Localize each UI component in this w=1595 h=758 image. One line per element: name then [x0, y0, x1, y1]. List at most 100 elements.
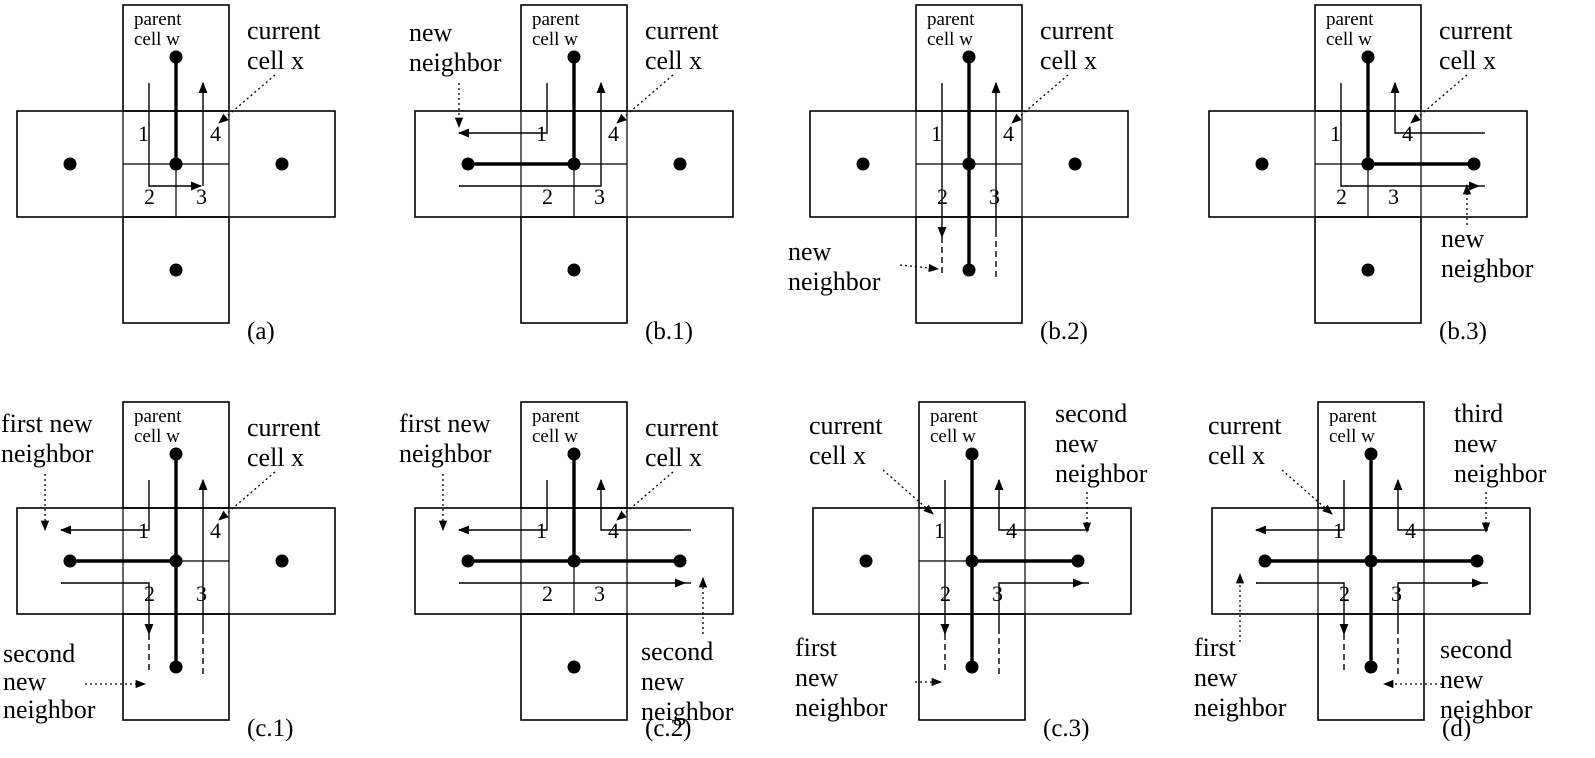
traversal-path	[1254, 480, 1345, 535]
parent-cell-label: cell w	[1329, 426, 1375, 447]
first-new-neighbor-label: neighbor	[1, 439, 94, 468]
quadrant-3-label: 3	[1388, 184, 1399, 209]
quadrant-2-label: 2	[542, 581, 553, 606]
panel-caption: (c.1)	[247, 715, 294, 742]
parent-cell-label: cell w	[134, 426, 180, 447]
quadrant-4-label: 4	[210, 121, 221, 146]
quadrant-2-label: 2	[940, 581, 951, 606]
second-new-neighbor-label: second	[641, 637, 713, 666]
second-new-neighbor-label: second	[3, 639, 75, 668]
current-cell-label: cell x	[645, 443, 702, 472]
parent-cell-dot	[169, 447, 183, 461]
parent-cell-label: parent	[134, 9, 182, 30]
left-cell-dot	[856, 157, 870, 171]
current-cell-leader	[1410, 74, 1468, 124]
quadrant-2-label: 2	[144, 184, 155, 209]
panel-caption: (d)	[1442, 715, 1471, 742]
left-cell-dot	[1255, 157, 1269, 171]
current-cell-label: cell x	[247, 46, 304, 75]
quadrant-4-label: 4	[210, 518, 221, 543]
bottom-cell-dot	[1361, 263, 1375, 277]
first-new-neighbor-label: first new	[1, 409, 93, 438]
bottom-cell-dot	[169, 660, 183, 674]
bottom-cell-dot	[1364, 660, 1378, 674]
current-cell-label: current	[1208, 411, 1282, 440]
quadrant-1-label: 1	[1330, 121, 1341, 146]
right-cell-dot	[1068, 157, 1082, 171]
traversal-path	[998, 578, 1085, 634]
third-new-neighbor-label: neighbor	[1454, 459, 1547, 488]
parent-cell-label: cell w	[532, 426, 578, 447]
bottom-cell-dot	[567, 660, 581, 674]
third-new-neighbor-label: new	[1454, 429, 1498, 458]
traversal-path	[994, 478, 1083, 531]
current-cell-label: cell x	[645, 46, 702, 75]
first-new-neighbor-label: neighbor	[399, 439, 492, 468]
quadrant-4-label: 4	[1006, 518, 1017, 543]
traversal-path	[61, 582, 154, 636]
panel-caption: (b.1)	[645, 318, 693, 345]
current-cell-label: cell x	[1040, 46, 1097, 75]
traversal-path	[596, 478, 685, 531]
first-new-neighbor-label: first	[1194, 633, 1237, 662]
quadrant-2-label: 2	[937, 184, 948, 209]
parent-cell-label: parent	[1326, 9, 1374, 30]
quadrant-4-label: 4	[1402, 121, 1413, 146]
right-cell-dot	[275, 554, 289, 568]
left-cell-dot	[63, 157, 77, 171]
second-new-neighbor-label: second	[1055, 399, 1127, 428]
current-cell-label: cell x	[1208, 441, 1265, 470]
quadrant-2-label: 2	[144, 581, 155, 606]
first-new-neighbor-label: first new	[399, 409, 491, 438]
panel-caption: (a)	[247, 318, 275, 345]
quadrant-1-label: 1	[931, 121, 942, 146]
parent-cell-label: cell w	[927, 29, 973, 50]
current-cell-label: current	[1040, 16, 1114, 45]
quadrant-4-label: 4	[1405, 518, 1416, 543]
parent-cell-label: parent	[134, 406, 182, 427]
quadrant-1-label: 1	[536, 121, 547, 146]
quadrant-3-label: 3	[992, 581, 1003, 606]
right-cell-dot	[673, 554, 687, 568]
new-neighbor-label: neighbor	[788, 267, 881, 296]
new-neighbor-leader	[899, 263, 940, 273]
parent-cell-label: cell w	[134, 29, 180, 50]
current-cell-leader	[218, 471, 276, 521]
second-new-neighbor-label: new	[1440, 665, 1484, 694]
first-new-neighbor-label: new	[795, 663, 839, 692]
bottom-cell-dot	[962, 263, 976, 277]
quadrant-3-label: 3	[196, 581, 207, 606]
current-cell-label: current	[247, 16, 321, 45]
right-cell-dot	[673, 157, 687, 171]
current-cell-label: cell x	[809, 441, 866, 470]
traversal-path	[1390, 81, 1479, 134]
quadrant-1-label: 1	[934, 518, 945, 543]
current-cell-label: current	[1439, 16, 1513, 45]
bottom-cell-dot	[169, 263, 183, 277]
current-cell-label: current	[645, 413, 719, 442]
parent-cell-label: cell w	[930, 426, 976, 447]
right-cell-dot	[1470, 554, 1484, 568]
parent-cell-label: parent	[1329, 406, 1377, 427]
current-cell-label: current	[645, 16, 719, 45]
second-new-neighbor-label: new	[641, 667, 685, 696]
second-new-neighbor-label: neighbor	[1055, 459, 1148, 488]
left-cell-dot	[461, 157, 475, 171]
parent-cell-label: cell w	[1326, 29, 1372, 50]
first-new-neighbor-label: neighbor	[1194, 693, 1287, 722]
quadrant-3-label: 3	[1391, 581, 1402, 606]
second-new-neighbor-label: neighbor	[1440, 695, 1533, 724]
traversal-path	[148, 83, 203, 191]
new-neighbor-label: new	[409, 18, 453, 47]
quadrant-2-label: 2	[1336, 184, 1347, 209]
panel-caption: (c.2)	[645, 715, 692, 742]
parent-cell-dot	[1364, 447, 1378, 461]
current-cell-label: current	[247, 413, 321, 442]
new-neighbor-label: neighbor	[1441, 254, 1534, 283]
second-new-neighbor-label: neighbor	[3, 695, 96, 724]
